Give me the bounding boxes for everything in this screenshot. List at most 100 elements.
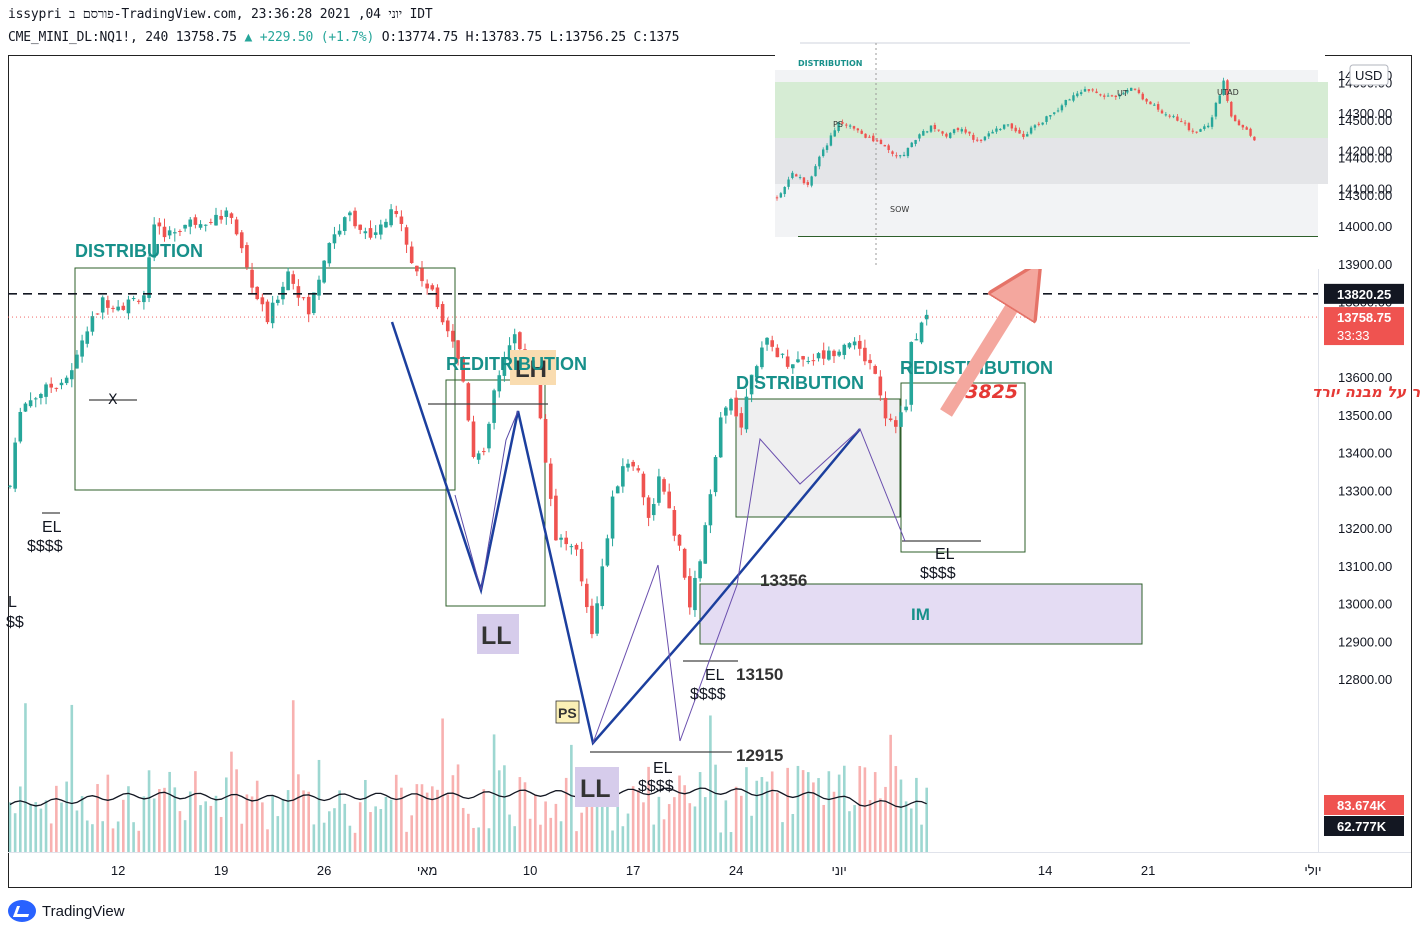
inset-price-tick-label: 14300.00 xyxy=(1338,188,1392,203)
volume-bar xyxy=(467,813,470,852)
candle-body xyxy=(924,314,929,320)
footer-brand[interactable]: TradingView xyxy=(8,900,125,922)
volume-bar xyxy=(364,779,367,852)
inset-candle-body xyxy=(1118,94,1121,97)
volume-bar xyxy=(297,774,300,852)
candle-body xyxy=(559,537,563,540)
volume-tag-bg xyxy=(1324,795,1404,815)
volume-bar xyxy=(559,821,563,852)
candle-body xyxy=(548,463,553,499)
distribution-box-1 xyxy=(74,267,456,491)
inset-candle-body xyxy=(818,156,821,167)
inset-candle-body xyxy=(1153,104,1156,106)
candle-body xyxy=(837,351,841,356)
candle-body xyxy=(651,504,656,516)
currency-label[interactable]: USD xyxy=(1355,68,1382,83)
candle-body xyxy=(239,232,244,249)
inset-candle-body xyxy=(1018,129,1021,134)
time-axis[interactable]: 12 19 26 מאי 10 17 24 יוני 14 21 יולי xyxy=(111,863,1322,878)
volume-bar xyxy=(338,790,341,852)
volume-bar xyxy=(379,809,383,852)
candle-body xyxy=(502,357,507,376)
inset-candle-body xyxy=(918,134,921,139)
candle-body xyxy=(574,544,579,550)
candle-body xyxy=(126,299,131,314)
inset-candle-body xyxy=(949,132,952,139)
volume-bar xyxy=(920,824,923,852)
candle-body xyxy=(404,227,409,245)
volume-bar xyxy=(570,744,573,852)
candle-body xyxy=(883,397,888,419)
volume-bar xyxy=(657,796,661,852)
candle-body xyxy=(245,245,249,268)
volume-bar xyxy=(322,822,326,852)
candle-body xyxy=(775,347,780,358)
volume-tag: 83.674K xyxy=(1337,798,1387,813)
candle-body xyxy=(90,316,95,332)
candle-body xyxy=(348,212,352,216)
inset-candle-body xyxy=(999,129,1002,131)
candle-body xyxy=(688,576,692,608)
volume-bar xyxy=(178,811,182,852)
volume-bar xyxy=(734,786,738,852)
candle-body xyxy=(301,297,306,299)
candle-body xyxy=(39,394,43,399)
change-up-icon: ▲ xyxy=(244,30,253,45)
candle-body xyxy=(615,486,620,494)
volume-bar xyxy=(791,813,795,852)
candle-body xyxy=(399,216,404,224)
svg-text:13758.75: 13758.75 xyxy=(1337,310,1391,325)
candle-body xyxy=(296,286,301,298)
candle-body xyxy=(466,383,471,421)
volume-bar xyxy=(116,821,120,852)
volume-bar xyxy=(822,804,825,852)
volume-bar xyxy=(683,785,686,852)
inset-candle-body xyxy=(1195,131,1198,133)
candle-body xyxy=(919,322,924,343)
candle-body xyxy=(718,417,723,458)
volume-bar xyxy=(564,777,568,852)
volume-bar xyxy=(523,782,527,852)
volume-bar xyxy=(75,810,79,852)
candle-body xyxy=(636,468,641,471)
inset-candle-body xyxy=(960,129,963,132)
volume-bar xyxy=(194,771,197,852)
candle-body xyxy=(538,373,543,419)
candle-body xyxy=(219,215,223,220)
inset-candle-body xyxy=(899,155,902,157)
volume-bar xyxy=(642,802,645,852)
volume-bar xyxy=(152,798,156,852)
candle-body xyxy=(677,534,682,546)
inset-candle-body xyxy=(1253,136,1256,141)
currency-button[interactable] xyxy=(1349,64,1389,86)
inset-candle-body xyxy=(937,129,940,131)
volume-bar xyxy=(497,770,501,852)
inset-candle-body xyxy=(783,186,786,195)
candle-body xyxy=(914,339,919,341)
volume-bar xyxy=(147,770,151,852)
volume-bar xyxy=(894,766,898,852)
volume-bar xyxy=(585,779,589,852)
volume-bar xyxy=(29,803,32,852)
volume-bar xyxy=(431,786,434,852)
candle-body xyxy=(492,390,496,423)
candle-body xyxy=(724,407,728,416)
candle-body xyxy=(142,295,146,303)
inset-candle-body xyxy=(1176,116,1179,121)
inset-candle-body xyxy=(1222,80,1225,95)
svg-text:33:33: 33:33 xyxy=(1337,328,1370,343)
volume-bar xyxy=(534,794,537,852)
volume-ma-tag-bg xyxy=(1324,816,1404,836)
candle-body xyxy=(703,525,708,564)
inset-candle-body xyxy=(1010,123,1014,129)
volume-bar xyxy=(693,806,697,852)
inset-candle-body xyxy=(1095,91,1098,94)
candle-body xyxy=(626,463,630,468)
candle-body xyxy=(744,396,749,430)
dashed-level-tag: 13820.25 xyxy=(1324,283,1404,304)
price-tick-label: 13900.00 xyxy=(1338,257,1392,272)
candle-body xyxy=(852,341,857,346)
inset-candle-body xyxy=(1141,93,1144,100)
inset-candle-body xyxy=(910,142,913,148)
